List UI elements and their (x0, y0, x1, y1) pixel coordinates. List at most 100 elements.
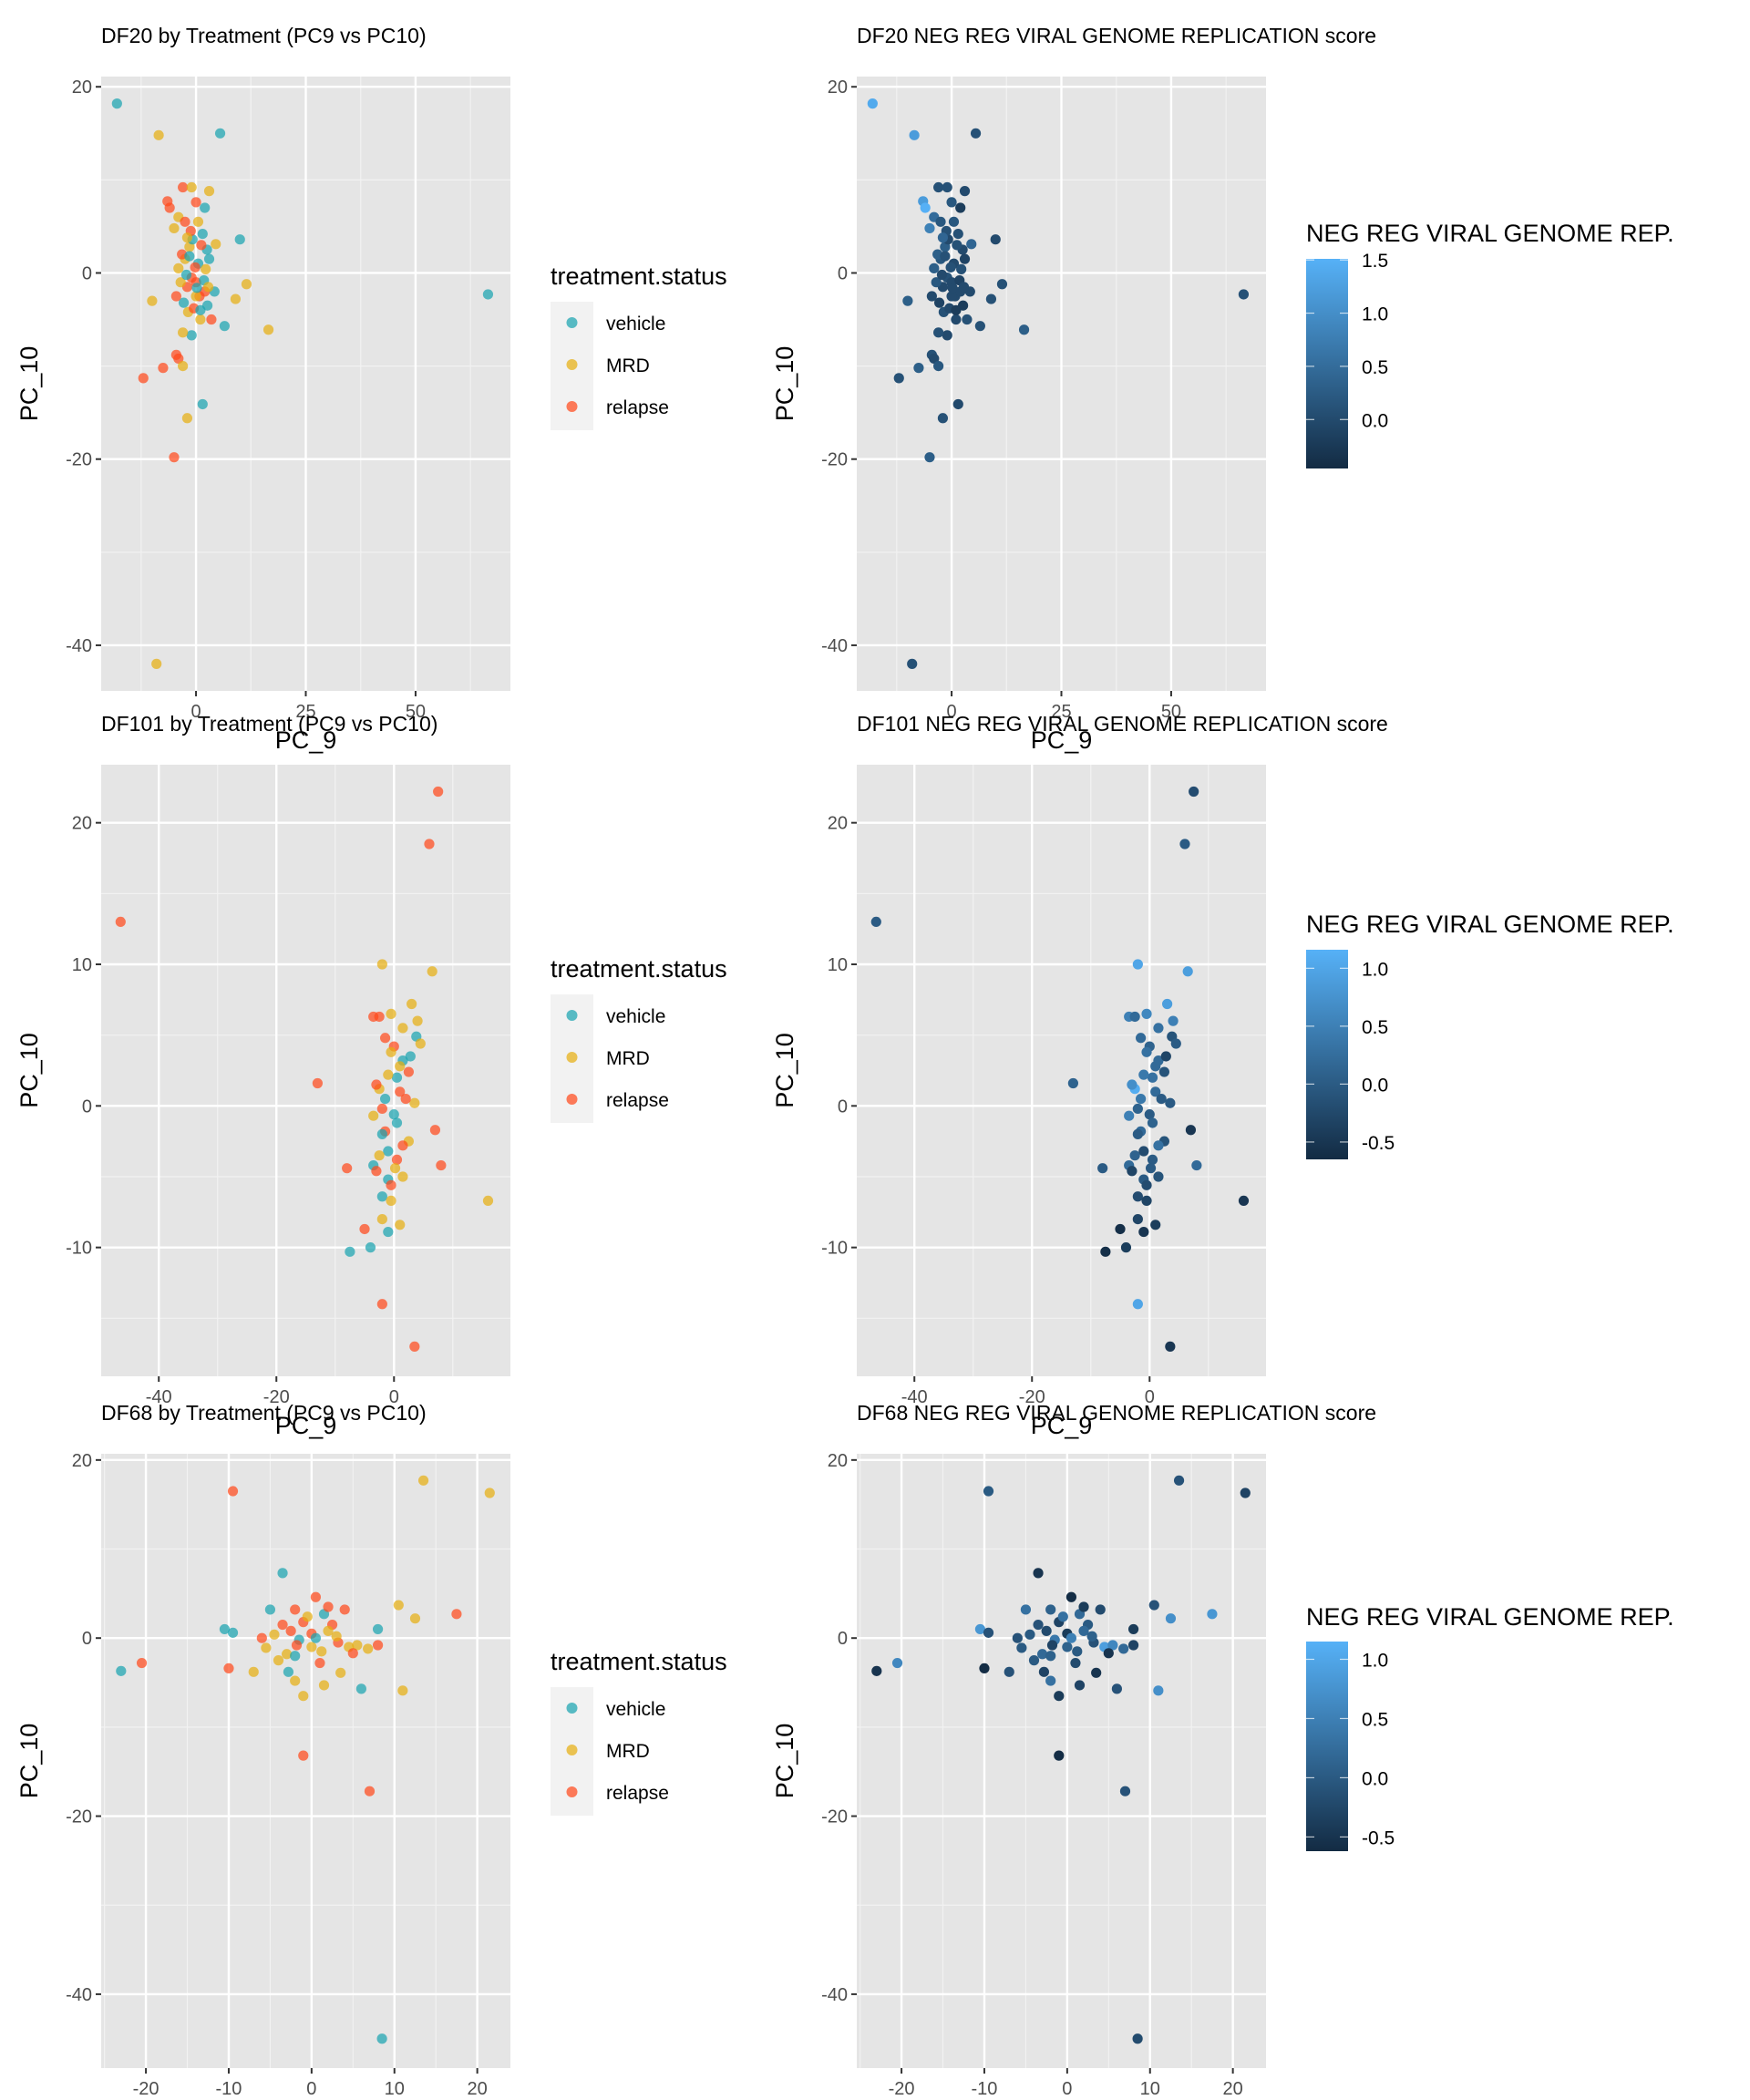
data-point-mrd (1036, 1649, 1048, 1660)
data-point-mrd (262, 324, 274, 335)
data-point-vehicle (990, 234, 1001, 245)
data-point-vehicle (1132, 2033, 1143, 2044)
data-point-vehicle (365, 1242, 376, 1253)
data-point-vehicle (482, 289, 494, 300)
data-point-relapse (983, 1486, 994, 1497)
data-point-mrd (409, 1613, 421, 1624)
x-tick-label: -20 (889, 2079, 915, 2099)
colorbar-title: NEG REG VIRAL GENOME REP. (1306, 220, 1674, 247)
data-point-relapse (312, 1077, 324, 1089)
data-point-relapse (138, 373, 149, 384)
data-point-relapse (347, 1648, 358, 1659)
x-axis-label: PC_9 (275, 1412, 337, 1439)
data-point-mrd (181, 232, 193, 243)
data-point-relapse (227, 1486, 239, 1497)
data-point-vehicle (191, 283, 202, 293)
colorbar-title: NEG REG VIRAL GENOME REP. (1306, 1603, 1674, 1631)
data-point-mrd (1004, 1666, 1014, 1677)
data-point-mrd (1165, 1613, 1177, 1624)
data-point-mrd (1129, 1150, 1140, 1161)
legend-key-vehicle (566, 317, 578, 328)
y-tick-label: 0 (838, 263, 848, 283)
data-point-relapse (170, 291, 181, 302)
data-point-relapse (395, 1086, 406, 1097)
data-point-mrd (203, 186, 215, 197)
data-point-mrd (302, 1611, 313, 1622)
data-point-mrd (386, 1195, 396, 1206)
y-tick-label: -20 (66, 450, 92, 470)
data-point-mrd (389, 1163, 401, 1174)
data-point-mrd (956, 263, 967, 274)
x-tick-label: 25 (1051, 702, 1071, 722)
panel-df20-treatment: DF20 by Treatment (PC9 vs PC10) 0 25 50 20 0 -… (15, 24, 727, 754)
data-point-mrd (323, 1625, 334, 1636)
data-point-mrd (933, 360, 944, 372)
data-point-mrd (1045, 1675, 1056, 1686)
data-point-mrd (909, 129, 920, 140)
data-point-relapse (376, 1299, 387, 1310)
data-point-vehicle (1135, 1093, 1147, 1105)
data-point-mrd (230, 293, 242, 304)
data-point-vehicle (1132, 1191, 1143, 1202)
legend-key-relapse (566, 401, 578, 412)
data-point-vehicle (197, 228, 208, 240)
legend-title: treatment.status (551, 1648, 727, 1675)
data-point-mrd (951, 314, 962, 325)
data-point-vehicle (933, 297, 945, 308)
data-point-vehicle (1100, 1246, 1111, 1257)
y-tick-label: 0 (82, 263, 92, 283)
data-point-mrd (937, 413, 949, 424)
data-point-relapse (374, 1011, 385, 1023)
y-tick-label: 10 (72, 955, 92, 975)
data-point-relapse (1132, 1299, 1143, 1310)
data-point-relapse (1207, 1609, 1218, 1620)
data-point-mrd (415, 1038, 426, 1049)
data-point-vehicle (405, 1051, 416, 1062)
y-tick-label: 0 (82, 1096, 92, 1117)
data-point-mrd (931, 277, 942, 288)
data-point-relapse (169, 452, 180, 463)
data-point-mrd (959, 186, 971, 197)
data-point-relapse (409, 1341, 420, 1352)
data-point-relapse (1129, 1011, 1140, 1023)
x-tick-label: -40 (901, 1387, 928, 1407)
data-point-mrd (412, 1015, 423, 1026)
legend-label: relapse (606, 1783, 669, 1804)
data-point-mrd (1240, 1488, 1251, 1498)
data-point-relapse (256, 1632, 267, 1643)
data-point-relapse (403, 1066, 414, 1077)
data-point-mrd (1091, 1667, 1102, 1678)
data-point-mrd (352, 1640, 363, 1651)
data-point-mrd (395, 1061, 406, 1072)
data-point-relapse (136, 1657, 148, 1669)
points-layer (870, 786, 1250, 1352)
data-point-mrd (363, 1643, 374, 1654)
data-point-relapse (178, 181, 189, 193)
x-tick-label: -20 (133, 2079, 160, 2099)
x-tick-label: 20 (1223, 2079, 1243, 2099)
y-axis-label: PC_10 (15, 1724, 43, 1799)
data-point-vehicle (184, 251, 195, 262)
data-point-mrd (241, 279, 252, 290)
x-tick-label: 0 (190, 702, 201, 722)
data-point-vehicle (388, 1109, 399, 1120)
data-point-vehicle (227, 1627, 239, 1638)
x-tick-label: -10 (216, 2079, 242, 2099)
data-point-relapse (372, 1640, 384, 1651)
x-axis-label: PC_9 (275, 726, 337, 754)
data-point-mrd (1153, 1023, 1164, 1034)
data-point-relapse (196, 240, 207, 251)
data-point-relapse (962, 314, 973, 325)
legend-key-vehicle (566, 1703, 578, 1714)
data-point-relapse (386, 1179, 396, 1190)
data-point-mrd (902, 295, 913, 306)
data-point-vehicle (1147, 1072, 1158, 1083)
data-point-mrd (1150, 1220, 1161, 1230)
data-point-mrd (948, 216, 960, 227)
y-axis-label: PC_10 (771, 1724, 798, 1799)
data-point-mrd (1072, 1646, 1083, 1657)
data-point-relapse (1103, 1648, 1114, 1659)
data-point-relapse (1119, 1786, 1131, 1796)
colorbar (1306, 950, 1348, 1159)
data-point-mrd (1018, 324, 1030, 335)
